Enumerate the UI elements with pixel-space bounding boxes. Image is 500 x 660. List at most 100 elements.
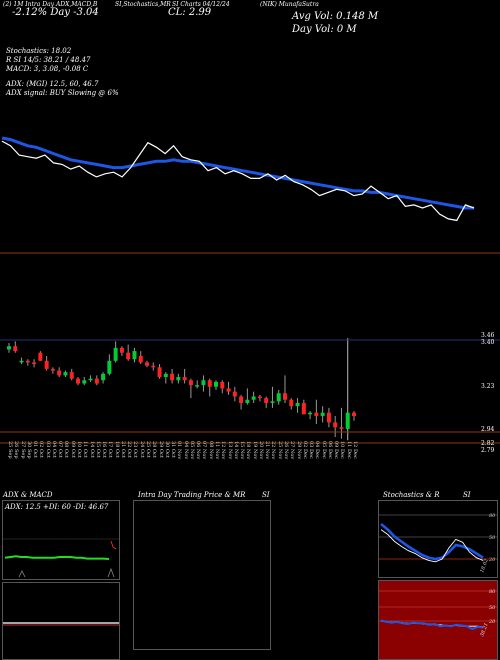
stoch-value-label: 18.02: [479, 558, 490, 574]
candle-body: [245, 399, 250, 403]
rsi-level-label: 80: [489, 589, 496, 595]
candle-body: [69, 372, 74, 379]
date-label: 28 Oct: [151, 441, 158, 458]
date-label: 04 Dec: [314, 441, 321, 459]
candle-body: [32, 362, 37, 365]
adx-signal-readout: ADX signal: BUY Slowing @ 6%: [6, 89, 119, 97]
candle-body: [301, 402, 306, 415]
moving-average-chart: [1, 136, 475, 222]
header-title-4: (NIK) MunafaSutra: [260, 1, 319, 8]
candle-body: [44, 360, 49, 369]
adx-marker: [107, 567, 115, 578]
price-label-3: 3.23: [481, 383, 495, 390]
candle-body: [82, 380, 87, 384]
header-title-3: SI Charts 04/12/24: [172, 1, 230, 8]
candle-body: [201, 380, 206, 386]
indicator-line: [4, 555, 110, 560]
date-label: 22 Oct: [126, 441, 133, 458]
date-label: 15 Nov: [239, 441, 246, 460]
candle-body: [176, 377, 181, 381]
price-label-2: 3.40: [481, 339, 495, 346]
date-label: 11 Oct: [82, 441, 89, 458]
stoch-level-label: 50: [489, 535, 496, 541]
date-label: 21 Nov: [264, 441, 271, 460]
date-label: 25 Oct: [145, 441, 151, 458]
candle-body: [314, 412, 319, 416]
header-title-2: SI,Stochastics,MR: [115, 1, 171, 8]
date-label: 14 Oct: [88, 441, 95, 458]
rsi-level-label: 50: [489, 605, 496, 611]
indicator-line: [380, 529, 484, 563]
date-label: 25 Nov: [276, 441, 283, 460]
stoch-panel-title-b: SI: [463, 491, 471, 499]
price-line: [1, 140, 475, 222]
adx-marker: [18, 570, 26, 578]
date-label: 27 Nov: [289, 441, 296, 460]
date-label: 27 Sep: [19, 441, 26, 459]
date-label: 29 Nov: [295, 441, 302, 460]
date-label: 16 Oct: [101, 441, 108, 458]
date-label: 25 Sep: [7, 441, 13, 459]
candle-body: [126, 352, 131, 360]
date-label: 08 Nov: [207, 441, 214, 460]
intraday-panel: [133, 500, 271, 650]
candle-body: [182, 377, 187, 381]
ma-line: [1, 136, 474, 210]
candle-body: [138, 355, 143, 363]
stoch-readout: Stochastics: 18.02: [6, 47, 72, 55]
close-price: CL: 2.99: [168, 7, 212, 18]
date-label: 30 Oct: [163, 441, 170, 458]
candle-body: [345, 412, 350, 429]
date-label: 22 Nov: [270, 441, 277, 460]
macd-readout: MACD: 3, 3.08, -0.08 C: [6, 65, 89, 73]
indicator-line: [380, 522, 484, 561]
date-label: 12 Dec: [352, 441, 358, 459]
candle-body: [257, 396, 262, 399]
price-label-6: 2.79: [481, 447, 495, 454]
candle-body: [188, 380, 193, 386]
day-volume: Day Vol: 0 M: [292, 24, 357, 35]
candle-body: [289, 399, 294, 407]
date-label: 04 Nov: [182, 441, 189, 460]
intraday-panel-title: Intra Day Trading Price & MR: [138, 491, 246, 499]
candle-body: [163, 373, 168, 378]
stoch-panel-title: Stochastics & R: [383, 491, 440, 499]
date-label: 31 Oct: [170, 441, 177, 458]
date-label: 01 Nov: [176, 441, 183, 460]
indicator-line: [380, 619, 484, 631]
candle-body: [119, 347, 124, 353]
stoch-level-label: 80: [489, 513, 496, 519]
pct-change: -2.12% Day -3.04: [12, 7, 99, 18]
candle-body: [220, 381, 225, 389]
date-label: 07 Oct: [57, 441, 64, 458]
date-label: 03 Dec: [308, 441, 315, 459]
candle-body: [107, 360, 112, 374]
candle-body: [320, 412, 325, 416]
candle-body: [264, 398, 269, 403]
date-label: 06 Nov: [195, 441, 202, 460]
price-gridlines: [0, 339, 500, 444]
candle-body: [251, 396, 256, 400]
date-label: 05 Nov: [188, 441, 195, 460]
rsi-value-label: 38.21: [479, 622, 490, 638]
date-label: 10 Dec: [339, 441, 346, 459]
rsi-readout: R SI 14/5: 38.21 / 48.47: [6, 56, 91, 64]
date-label: 11 Nov: [214, 441, 220, 460]
header-title-1: (2) 1M Intra Day ADX,MACD,B: [3, 1, 98, 8]
candle-body: [101, 373, 106, 381]
candle-body: [326, 412, 331, 423]
rsi-panel: 80 50 20 38.21: [378, 580, 498, 660]
date-label: 20 Nov: [257, 441, 264, 460]
candle-body: [38, 352, 43, 361]
date-label: 02 Oct: [38, 441, 45, 458]
candle-body: [151, 365, 156, 368]
adx-line-chart: [3, 538, 119, 578]
candle-body: [76, 378, 80, 384]
candle-body: [170, 373, 175, 381]
candle-body: [57, 370, 62, 376]
avg-volume: Avg Vol: 0.148 M: [292, 11, 379, 22]
candle-body: [207, 380, 212, 387]
